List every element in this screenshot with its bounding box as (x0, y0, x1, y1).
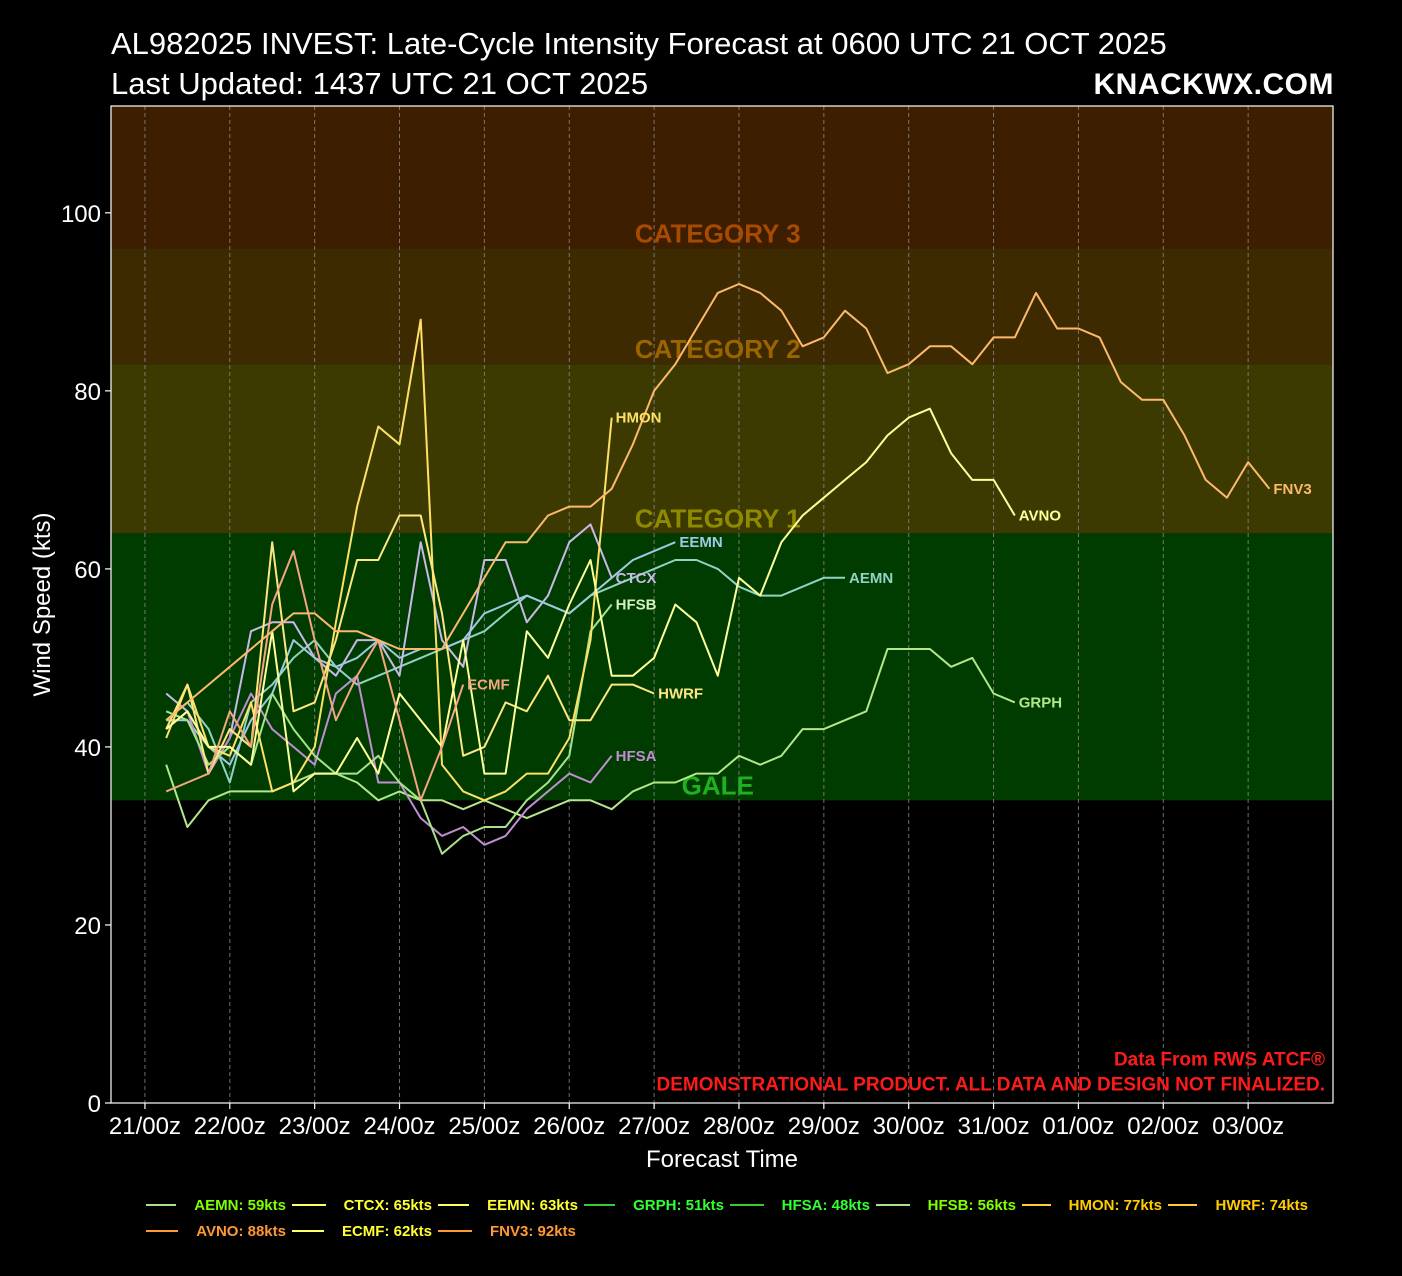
legend: AEMN: 59kts CTCX: 65kts EEMN: 63kts GRPH: 5… (140, 1192, 1340, 1244)
legend-swatch (438, 1204, 470, 1206)
series-end-label-ctcx: CTCX (616, 570, 657, 587)
data-source-note: Data From RWS ATCF® (1114, 1050, 1325, 1071)
x-tick-label-0: 21/00z (109, 1113, 181, 1140)
y-tick-label-20: 20 (74, 913, 101, 940)
x-tick-label-1: 22/00z (194, 1113, 266, 1140)
y-tick-label-40: 40 (74, 735, 101, 762)
legend-item: GRPH: 51kts (578, 1192, 724, 1218)
legend-row: AEMN: 59kts CTCX: 65kts EEMN: 63kts GRPH: 5… (140, 1192, 1340, 1218)
y-tick-label-100: 100 (61, 201, 101, 228)
series-end-label-hmon: HMON (616, 410, 662, 427)
legend-item: HWRF: 74kts (1162, 1192, 1308, 1218)
legend-item: HMON: 77kts (1016, 1192, 1162, 1218)
legend-label: HMON: 77kts (1068, 1196, 1162, 1214)
x-axis-label: Forecast Time (646, 1146, 798, 1173)
x-tick-label-7: 28/00z (703, 1113, 775, 1140)
band-label-2: CATEGORY 1 (635, 503, 801, 533)
disclaimer-note: DEMONSTRATIONAL PRODUCT. ALL DATA AND DE… (657, 1075, 1326, 1096)
legend-swatch (146, 1230, 179, 1232)
legend-label: HFSA: 48kts (781, 1196, 870, 1214)
x-tick-label-5: 26/00z (533, 1113, 605, 1140)
y-tick-label-80: 80 (74, 379, 101, 406)
series-end-label-hfsb: HFSB (616, 597, 657, 614)
legend-label: AEMN: 59kts (194, 1196, 286, 1214)
chart-title: AL982025 INVEST: Late-Cycle Intensity Fo… (111, 26, 1167, 61)
y-tick-label-0: 0 (88, 1091, 101, 1118)
plot-frame (110, 105, 1334, 1104)
x-tick-label-11: 01/00z (1042, 1113, 1114, 1140)
legend-item: EEMN: 63kts (432, 1192, 578, 1218)
legend-label: GRPH: 51kts (633, 1196, 724, 1214)
band-label-4: CATEGORY 3 (635, 218, 801, 248)
legend-label: ECMF: 62kts (341, 1222, 432, 1240)
series-end-label-eemn: EEMN (679, 534, 722, 551)
legend-item: FNV3: 92kts (432, 1218, 578, 1244)
legend-swatch (876, 1204, 910, 1206)
y-axis-label: Wind Speed (kts) (29, 512, 56, 696)
series-line-ctcx (165, 523, 613, 775)
legend-swatch (730, 1204, 764, 1206)
legend-item: HFSB: 56kts (870, 1192, 1016, 1218)
x-tick-label-4: 25/00z (448, 1113, 520, 1140)
x-tick-label-6: 27/00z (618, 1113, 690, 1140)
legend-label: EEMN: 63kts (487, 1196, 578, 1214)
series-end-label-grph: GRPH (1019, 694, 1062, 711)
series-end-label-hfsa: HFSA (616, 748, 657, 765)
band-label-3: CATEGORY 2 (635, 334, 801, 364)
series-end-label-ecmf: ECMF (467, 677, 510, 694)
series-line-avno (165, 407, 1016, 793)
legend-item: AVNO: 88kts (140, 1218, 286, 1244)
legend-swatch (1022, 1204, 1051, 1206)
legend-label: CTCX: 65kts (343, 1196, 432, 1214)
series-end-label-hwrf: HWRF (658, 686, 703, 703)
series-line-ecmf (165, 550, 465, 802)
x-tick-label-2: 23/00z (279, 1113, 351, 1140)
legend-item: AEMN: 59kts (140, 1192, 286, 1218)
legend-item: ECMF: 62kts (286, 1218, 432, 1244)
series-end-label-fnv3: FNV3 (1273, 481, 1311, 498)
x-tick-label-12: 02/00z (1127, 1113, 1199, 1140)
legend-swatch (584, 1204, 616, 1206)
legend-item: CTCX: 65kts (286, 1192, 432, 1218)
brand-label: KNACKWX.COM (1093, 68, 1334, 101)
legend-label: AVNO: 88kts (196, 1222, 286, 1240)
series-line-grph (165, 648, 1016, 828)
x-tick-label-3: 24/00z (363, 1113, 435, 1140)
x-axis-ticks: 21/00z 22/00z 23/00z 24/00z 25/00z 26/00z 27/0… (109, 1103, 1284, 1140)
x-tick-label-9: 30/00z (873, 1113, 945, 1140)
last-updated: Last Updated: 1437 UTC 21 OCT 2025 (111, 66, 649, 101)
legend-swatch (1168, 1204, 1198, 1206)
intensity-bands (111, 106, 1333, 1103)
model-lines (165, 283, 1271, 855)
series-line-fnv3 (165, 283, 1271, 721)
series-line-hfsa (165, 674, 613, 846)
legend-swatch (146, 1204, 177, 1206)
legend-swatch (438, 1230, 472, 1232)
legend-label: HFSB: 56kts (927, 1196, 1016, 1214)
y-tick-label-60: 60 (74, 557, 101, 584)
grid-lines (144, 106, 1249, 1103)
series-end-label-avno: AVNO (1019, 507, 1062, 524)
legend-item: HFSA: 48kts (724, 1192, 870, 1218)
series-end-label-aemn: AEMN (849, 570, 893, 587)
legend-row: AVNO: 88kts ECMF: 62kts FNV3: 92kts (140, 1218, 1340, 1244)
y-axis-ticks: 0 20 40 60 80 100 (61, 201, 111, 1118)
legend-swatch (292, 1204, 326, 1206)
x-tick-label-10: 31/00z (958, 1113, 1030, 1140)
legend-label: HWRF: 74kts (1215, 1196, 1308, 1214)
legend-label: FNV3: 92kts (490, 1222, 576, 1240)
x-tick-label-8: 29/00z (788, 1113, 860, 1140)
series-line-hwrf (165, 514, 655, 775)
model-end-labels: AEMN CTCX EEMN GRPH HFSA HFSB HMON HWRF AVNO ECMF… (467, 410, 1312, 765)
legend-swatch (292, 1230, 324, 1232)
x-tick-label-13: 03/00z (1212, 1113, 1284, 1140)
